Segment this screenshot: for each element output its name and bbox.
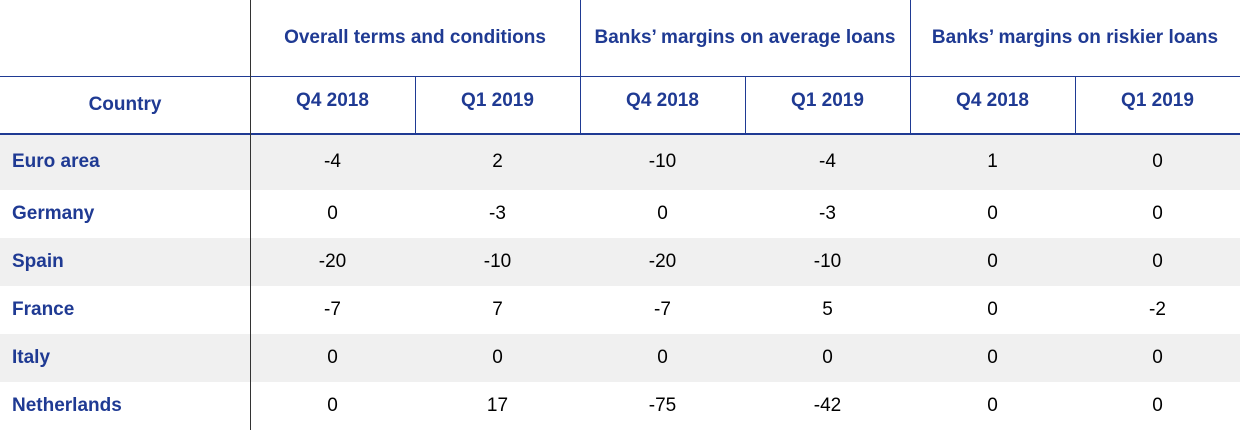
cell-value: -3: [489, 203, 506, 224]
cell-value: 0: [657, 347, 668, 368]
cell-value: 0: [1152, 347, 1163, 368]
rule: [910, 76, 911, 134]
cell-value: 0: [657, 203, 668, 224]
cell-value: 1: [987, 151, 998, 172]
cell-value: 0: [1152, 203, 1163, 224]
rule: [1075, 76, 1076, 134]
cell-value: 0: [327, 203, 338, 224]
country-name: Germany: [12, 203, 95, 224]
column-header: Q1 2019: [1121, 90, 1194, 111]
cell-value: -7: [654, 299, 671, 320]
cell-value: -75: [648, 395, 677, 416]
cell-value: -2: [1149, 299, 1166, 320]
cell-value: 0: [987, 347, 998, 368]
cell-value: -10: [483, 251, 512, 272]
cell-value: -7: [324, 299, 341, 320]
rule: [0, 133, 1240, 135]
country-name: Italy: [12, 347, 51, 368]
cell-value: 17: [486, 395, 509, 416]
country-name: France: [12, 299, 75, 320]
country-name: Netherlands: [12, 395, 122, 416]
column-header: Q1 2019: [461, 90, 534, 111]
row-band: [0, 334, 1240, 382]
cell-value: 0: [1152, 151, 1163, 172]
column-header: Q4 2018: [626, 90, 699, 111]
rule: [745, 76, 746, 134]
cell-value: 0: [987, 299, 998, 320]
column-header: Q1 2019: [791, 90, 864, 111]
rule: [580, 0, 581, 76]
cell-value: 7: [492, 299, 503, 320]
row-band: [0, 238, 1240, 286]
cell-value: 0: [1152, 251, 1163, 272]
group-header: Banks’ margins on riskier loans: [931, 27, 1219, 48]
rule: [0, 76, 1240, 77]
country-name: Spain: [12, 251, 64, 272]
cell-value: 0: [327, 347, 338, 368]
cell-value: 0: [327, 395, 338, 416]
column-header: Q4 2018: [956, 90, 1029, 111]
cell-value: -4: [819, 151, 836, 172]
cell-value: 0: [492, 347, 503, 368]
country-name: Euro area: [12, 151, 100, 172]
cell-value: -10: [813, 251, 842, 272]
cell-value: 0: [987, 395, 998, 416]
row-band: [0, 134, 1240, 190]
cell-value: 2: [492, 151, 503, 172]
rule: [250, 0, 251, 430]
cell-value: -4: [324, 151, 341, 172]
cell-value: -42: [813, 395, 842, 416]
rule: [580, 76, 581, 134]
cell-value: 5: [822, 299, 833, 320]
cell-value: -10: [648, 151, 677, 172]
group-header: Banks’ margins on average loans: [594, 27, 896, 48]
rule: [415, 76, 416, 134]
cell-value: -20: [318, 251, 347, 272]
cell-value: 0: [987, 251, 998, 272]
cell-value: 0: [1152, 395, 1163, 416]
group-header: Overall terms and conditions: [284, 27, 546, 48]
cell-value: 0: [822, 347, 833, 368]
rule: [910, 0, 911, 76]
cell-value: -3: [819, 203, 836, 224]
column-header: Q4 2018: [296, 90, 369, 111]
column-header: Country: [88, 94, 162, 115]
cell-value: -20: [648, 251, 677, 272]
cell-value: 0: [987, 203, 998, 224]
